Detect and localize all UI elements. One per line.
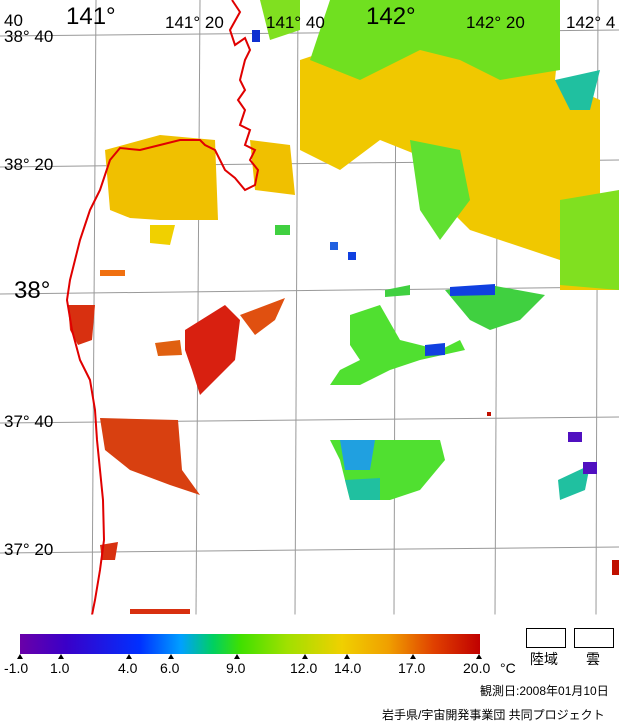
- lat-label-38-20: 38° 20: [4, 155, 54, 174]
- lat-label-37-20: 37° 20: [4, 540, 54, 559]
- legend-tick: [344, 654, 350, 659]
- lon-label-141: 141°: [66, 3, 116, 30]
- lon-label-142: 142°: [366, 3, 416, 30]
- observation-date: 観測日:2008年01月10日: [480, 684, 609, 698]
- legend-tick: [58, 654, 64, 659]
- legend-tick-label: 14.0: [334, 660, 362, 676]
- legend-tick: [126, 654, 132, 659]
- legend-tick-label: 20.0: [463, 660, 491, 676]
- legend-unit: °C: [500, 660, 516, 676]
- legend-tick-label: 4.0: [118, 660, 138, 676]
- sst-mid-patches: [275, 225, 597, 500]
- cloud-label: 雲: [586, 651, 600, 667]
- lon-label-141-40: 141° 40: [266, 13, 325, 32]
- lon-label-142-40: 142° 4: [566, 13, 616, 32]
- legend-tick: [302, 654, 308, 659]
- credit-text: 岩手県/宇宙開発事業団 共同プロジェクト: [382, 708, 605, 722]
- lat-label-38-40: 38° 40: [4, 27, 54, 46]
- lon-label-141-20: 141° 20: [165, 13, 224, 32]
- lat-label-37-40: 37° 40: [4, 412, 54, 431]
- legend-tick-label: 9.0: [226, 660, 246, 676]
- legend-tick-label: 17.0: [398, 660, 426, 676]
- legend-tick: [17, 654, 23, 659]
- temperature-color-bar: [20, 634, 480, 654]
- legend-tick: [168, 654, 174, 659]
- lat-label-38: 38°: [14, 277, 51, 304]
- legend-tick-label: -1.0: [4, 660, 29, 676]
- legend-tick-label: 1.0: [50, 660, 70, 676]
- lon-label-142-20: 142° 20: [466, 13, 525, 32]
- cloud-swatch: [574, 628, 614, 648]
- coastline: [65, 0, 260, 616]
- legend-tick: [234, 654, 240, 659]
- legend-tick-label: 6.0: [160, 660, 180, 676]
- legend-tick: [410, 654, 416, 659]
- land-label: 陸域: [530, 651, 558, 667]
- legend-tick: [476, 654, 482, 659]
- sst-warm-patches: [68, 270, 619, 614]
- legend-tick-label: 12.0: [290, 660, 318, 676]
- corner-label: 40: [4, 11, 23, 30]
- sst-cool-patches: [105, 0, 619, 290]
- land-swatch: [526, 628, 566, 648]
